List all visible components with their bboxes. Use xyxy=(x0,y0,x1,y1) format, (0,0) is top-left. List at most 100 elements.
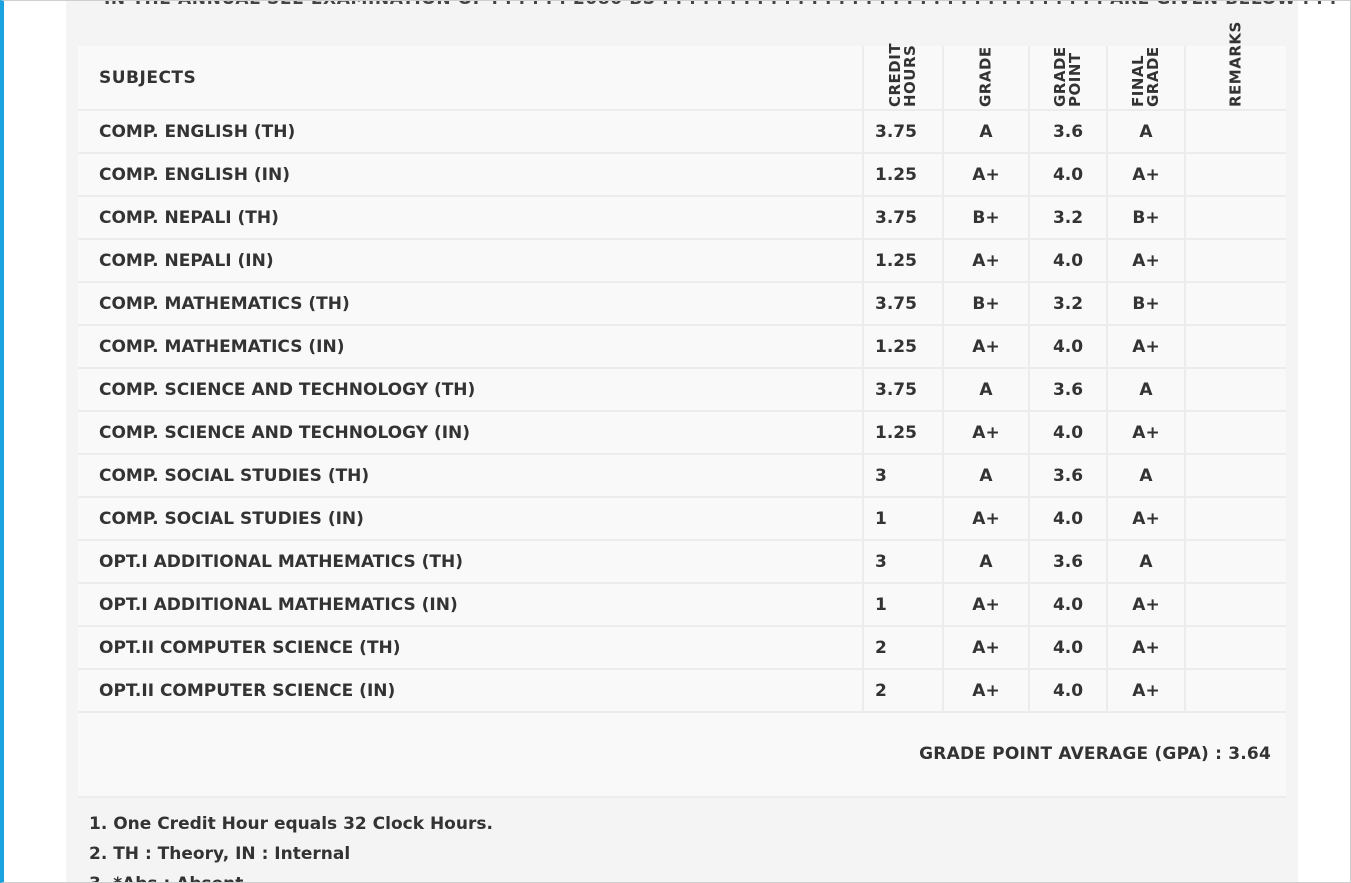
subject-cell: OPT.II COMPUTER SCIENCE (IN) xyxy=(78,669,863,713)
subject-cell: COMP. ENGLISH (TH) xyxy=(78,110,863,154)
final-grade-cell: A xyxy=(1106,368,1185,412)
remarks-cell xyxy=(1184,196,1286,240)
credit-hours-header: CREDIT HOURS xyxy=(862,43,943,111)
final-grade-cell: B+ xyxy=(1106,282,1185,326)
remarks-header: REMARKS xyxy=(1184,21,1286,111)
grade-header: GRADE xyxy=(942,46,1029,111)
table-row: COMP. SCIENCE AND TECHNOLOGY (IN) 1.25 A… xyxy=(78,411,1286,455)
final-grade-cell: A+ xyxy=(1106,411,1185,455)
subject-cell: OPT.I ADDITIONAL MATHEMATICS (TH) xyxy=(78,540,863,584)
grade-point-cell: 3.2 xyxy=(1028,282,1107,326)
grade-point-cell: 4.0 xyxy=(1028,583,1107,627)
table-row: OPT.II COMPUTER SCIENCE (TH) 2 A+ 4.0 A+ xyxy=(78,626,1286,670)
table-row: OPT.I ADDITIONAL MATHEMATICS (IN) 1 A+ 4… xyxy=(78,583,1286,627)
credit-hours-cell: 1.25 xyxy=(862,153,943,197)
credit-hours-cell: 1.25 xyxy=(862,239,943,283)
subjects-header: SUBJECTS xyxy=(78,46,863,111)
grade-cell: A+ xyxy=(942,626,1029,670)
grade-point-cell: 4.0 xyxy=(1028,497,1107,541)
remarks-cell xyxy=(1184,497,1286,541)
subject-cell: COMP. SCIENCE AND TECHNOLOGY (IN) xyxy=(78,411,863,455)
subject-cell: COMP. SOCIAL STUDIES (TH) xyxy=(78,454,863,498)
grades-table: SUBJECTS CREDIT HOURS GRADE GRADE POINT xyxy=(78,21,1286,713)
gpa-summary: GRADE POINT AVERAGE (GPA) : 3.64 xyxy=(919,744,1271,764)
final-grade-cell: B+ xyxy=(1106,196,1185,240)
subject-cell: COMP. NEPALI (IN) xyxy=(78,239,863,283)
grade-cell: A+ xyxy=(942,497,1029,541)
subject-cell: OPT.I ADDITIONAL MATHEMATICS (IN) xyxy=(78,583,863,627)
grade-header-label: GRADE xyxy=(976,46,995,107)
table-row: COMP. MATHEMATICS (IN) 1.25 A+ 4.0 A+ xyxy=(78,325,1286,369)
grade-cell: A+ xyxy=(942,325,1029,369)
grade-point-cell: 3.6 xyxy=(1028,540,1107,584)
final-grade-cell: A+ xyxy=(1106,153,1185,197)
table-header-row: SUBJECTS CREDIT HOURS GRADE GRADE POINT xyxy=(78,21,1286,111)
credit-hours-cell: 1 xyxy=(862,497,943,541)
table-row: COMP. NEPALI (IN) 1.25 A+ 4.0 A+ xyxy=(78,239,1286,283)
table-row: COMP. SOCIAL STUDIES (IN) 1 A+ 4.0 A+ xyxy=(78,497,1286,541)
grade-point-header-line2: POINT xyxy=(1066,52,1084,107)
table-row: COMP. NEPALI (TH) 3.75 B+ 3.2 B+ xyxy=(78,196,1286,240)
table-row: OPT.II COMPUTER SCIENCE (IN) 2 A+ 4.0 A+ xyxy=(78,669,1286,713)
credit-hours-cell: 2 xyxy=(862,626,943,670)
final-grade-cell: A+ xyxy=(1106,497,1185,541)
credit-hours-cell: 3 xyxy=(862,454,943,498)
credit-hours-cell: 1.25 xyxy=(862,325,943,369)
subject-cell: COMP. SOCIAL STUDIES (IN) xyxy=(78,497,863,541)
grade-point-cell: 3.6 xyxy=(1028,368,1107,412)
grade-cell: A+ xyxy=(942,411,1029,455)
grade-point-cell: 4.0 xyxy=(1028,153,1107,197)
grade-cell: A xyxy=(942,110,1029,154)
remarks-cell xyxy=(1184,583,1286,627)
remarks-cell xyxy=(1184,153,1286,197)
remarks-cell xyxy=(1184,626,1286,670)
table-row: COMP. SOCIAL STUDIES (TH) 3 A 3.6 A xyxy=(78,454,1286,498)
credit-hours-cell: 3.75 xyxy=(862,110,943,154)
remarks-cell xyxy=(1184,325,1286,369)
credit-hours-cell: 2 xyxy=(862,669,943,713)
subject-cell: COMP. MATHEMATICS (TH) xyxy=(78,282,863,326)
final-grade-cell: A+ xyxy=(1106,626,1185,670)
subject-cell: OPT.II COMPUTER SCIENCE (TH) xyxy=(78,626,863,670)
grade-point-cell: 4.0 xyxy=(1028,411,1107,455)
remarks-header-label: REMARKS xyxy=(1226,21,1245,107)
grade-cell: B+ xyxy=(942,282,1029,326)
grade-point-cell: 4.0 xyxy=(1028,325,1107,369)
final-grade-cell: A xyxy=(1106,540,1185,584)
grade-cell: A xyxy=(942,540,1029,584)
final-grade-cell: A xyxy=(1106,454,1185,498)
grade-point-cell: 3.6 xyxy=(1028,110,1107,154)
table-row: COMP. SCIENCE AND TECHNOLOGY (TH) 3.75 A… xyxy=(78,368,1286,412)
grade-point-cell: 4.0 xyxy=(1028,239,1107,283)
final-grade-cell: A+ xyxy=(1106,325,1185,369)
final-grade-cell: A xyxy=(1106,110,1185,154)
grade-point-cell: 3.2 xyxy=(1028,196,1107,240)
footnote-item: 3. *Abs : Absent xyxy=(89,872,493,882)
subject-cell: COMP. NEPALI (TH) xyxy=(78,196,863,240)
table-row: COMP. ENGLISH (IN) 1.25 A+ 4.0 A+ xyxy=(78,153,1286,197)
exam-header-line: IN THE ANNUAL SEE EXAMINATION OF . . . .… xyxy=(104,1,1337,9)
footnotes: 1. One Credit Hour equals 32 Clock Hours… xyxy=(89,812,493,882)
grade-cell: A+ xyxy=(942,153,1029,197)
subject-cell: COMP. MATHEMATICS (IN) xyxy=(78,325,863,369)
table-row: COMP. ENGLISH (TH) 3.75 A 3.6 A xyxy=(78,110,1286,154)
footnote-item: 2. TH : Theory, IN : Internal xyxy=(89,844,351,864)
subject-cell: COMP. ENGLISH (IN) xyxy=(78,153,863,197)
table-row: OPT.I ADDITIONAL MATHEMATICS (TH) 3 A 3.… xyxy=(78,540,1286,584)
grade-cell: A+ xyxy=(942,239,1029,283)
credit-hours-cell: 3.75 xyxy=(862,282,943,326)
gpa-divider xyxy=(78,796,1286,798)
grade-point-cell: 4.0 xyxy=(1028,626,1107,670)
credit-hours-cell: 1 xyxy=(862,583,943,627)
grade-cell: B+ xyxy=(942,196,1029,240)
table-row: COMP. MATHEMATICS (TH) 3.75 B+ 3.2 B+ xyxy=(78,282,1286,326)
remarks-cell xyxy=(1184,110,1286,154)
remarks-cell xyxy=(1184,669,1286,713)
grade-cell: A xyxy=(942,454,1029,498)
final-grade-cell: A+ xyxy=(1106,583,1185,627)
final-grade-header: FINAL GRADE xyxy=(1106,46,1185,111)
grade-point-cell: 4.0 xyxy=(1028,669,1107,713)
credit-hours-cell: 3.75 xyxy=(862,196,943,240)
credit-hours-header-line2: HOURS xyxy=(901,44,919,107)
